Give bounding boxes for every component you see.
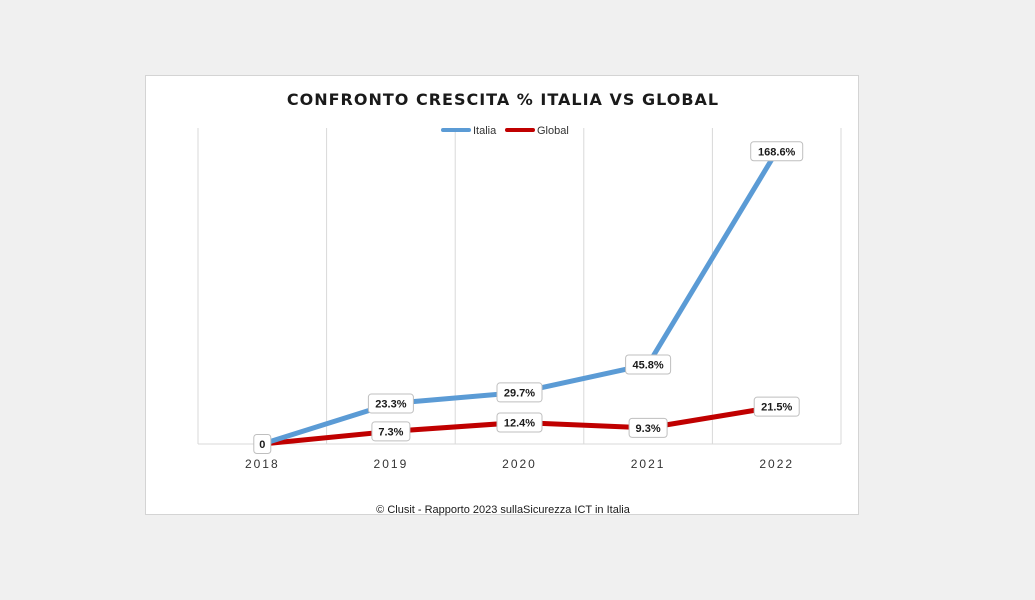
x-tick-label: 2022 — [759, 457, 794, 471]
legend-label: Global — [537, 125, 569, 137]
data-label-box — [367, 393, 414, 414]
chart-title: CONFRONTO CRESCITA % ITALIA VS GLOBAL — [287, 90, 719, 109]
data-label-value: 12.4% — [504, 417, 535, 429]
x-tick-label: 2019 — [374, 457, 409, 471]
source-note: © Clusit - Rapporto 2023 sullaSicurezza … — [376, 504, 631, 516]
data-label-value: 9.3% — [636, 423, 661, 435]
data-label-italia: 0 — [253, 434, 272, 454]
data-label-box — [628, 417, 668, 438]
data-label-box — [496, 382, 543, 403]
data-label-box — [371, 421, 411, 442]
data-label-value: 0 — [259, 439, 265, 451]
legend-label: Italia — [473, 125, 497, 137]
gridlines — [197, 128, 842, 444]
data-label-box — [753, 396, 800, 417]
data-label-global: 21.5% — [753, 396, 800, 417]
line-chart: CONFRONTO CRESCITA % ITALIA VS GLOBAL It… — [197, 90, 842, 516]
data-label-box — [253, 434, 272, 454]
data-label-italia: 45.8% — [625, 354, 672, 375]
legend-item-italia: Italia — [441, 125, 497, 137]
data-label-box — [496, 412, 543, 433]
data-label-global: 7.3% — [371, 421, 411, 442]
data-label-italia: 23.3% — [367, 393, 414, 414]
data-label-box — [625, 354, 672, 375]
data-label-value: 29.7% — [504, 387, 535, 399]
x-tick-label: 2018 — [245, 457, 280, 471]
legend-item-global: Global — [505, 125, 569, 137]
data-label-global: 12.4% — [496, 412, 543, 433]
data-label-global: 9.3% — [628, 417, 668, 438]
data-label-italia: 168.6% — [750, 141, 804, 162]
x-tick-label: 2020 — [502, 457, 537, 471]
legend: Italia Global — [441, 125, 569, 137]
chart-frame: CONFRONTO CRESCITA % ITALIA VS GLOBAL It… — [145, 75, 859, 516]
x-tick-label: 2021 — [631, 457, 666, 471]
data-label-value: 45.8% — [632, 359, 663, 371]
data-label-value: 7.3% — [378, 426, 403, 438]
data-label-value: 23.3% — [375, 399, 406, 411]
data-label-value: 21.5% — [761, 402, 792, 414]
x-tick-labels: 2018 2019 2020 2021 2022 — [245, 457, 794, 471]
data-label-box — [750, 141, 804, 162]
data-label-value: 168.6% — [758, 146, 796, 158]
data-label-italia: 29.7% — [496, 382, 543, 403]
data-labels: 0 23.3% 29.7% 45.8% 168.6% 7.3% 12.4% 9.3% 21.5% — [253, 141, 804, 454]
